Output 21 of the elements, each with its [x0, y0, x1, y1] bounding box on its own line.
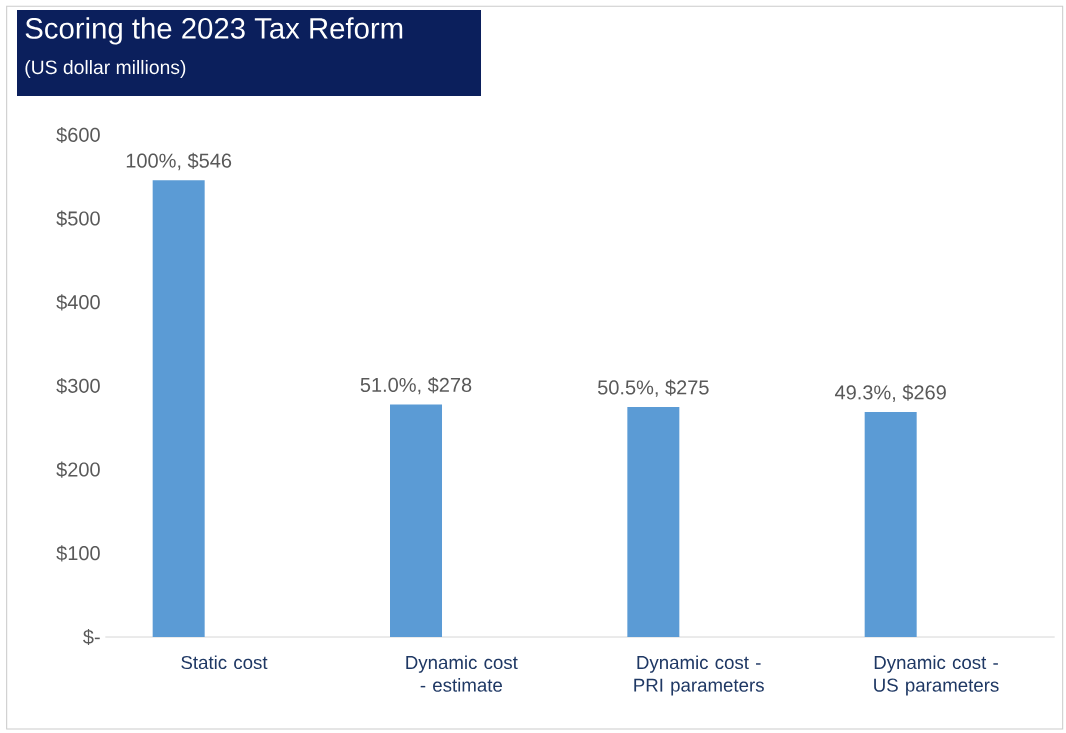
data-label: 51.0%, $278 — [360, 377, 472, 395]
bar — [864, 411, 917, 637]
bar — [152, 180, 205, 637]
data-label: 49.3%, $269 — [834, 384, 946, 402]
x-tick-label: Static cost — [181, 655, 268, 670]
y-tick-label: $200 — [56, 461, 100, 478]
x-tick-label: Dynamic cost - estimate — [406, 655, 518, 692]
y-tick-label: $100 — [56, 545, 100, 562]
chart-subtitle: (US dollar millions) — [25, 59, 186, 78]
x-tick-label: Dynamic cost - PRI parameters — [634, 655, 764, 696]
y-tick-label: $300 — [56, 377, 100, 395]
data-label: 100%, $546 — [126, 152, 232, 171]
y-tick-label: $600 — [56, 126, 100, 144]
data-label: 50.5%, $275 — [597, 379, 709, 397]
y-tick-label: $400 — [56, 294, 100, 311]
x-tick-label: Dynamic cost - US parameters — [874, 655, 999, 696]
y-tick-label: $500 — [56, 210, 100, 227]
chart-title: Scoring the 2023 Tax Reform — [25, 17, 403, 45]
y-tick-label: $- — [83, 628, 100, 646]
bar — [627, 406, 680, 637]
bar — [390, 404, 443, 637]
